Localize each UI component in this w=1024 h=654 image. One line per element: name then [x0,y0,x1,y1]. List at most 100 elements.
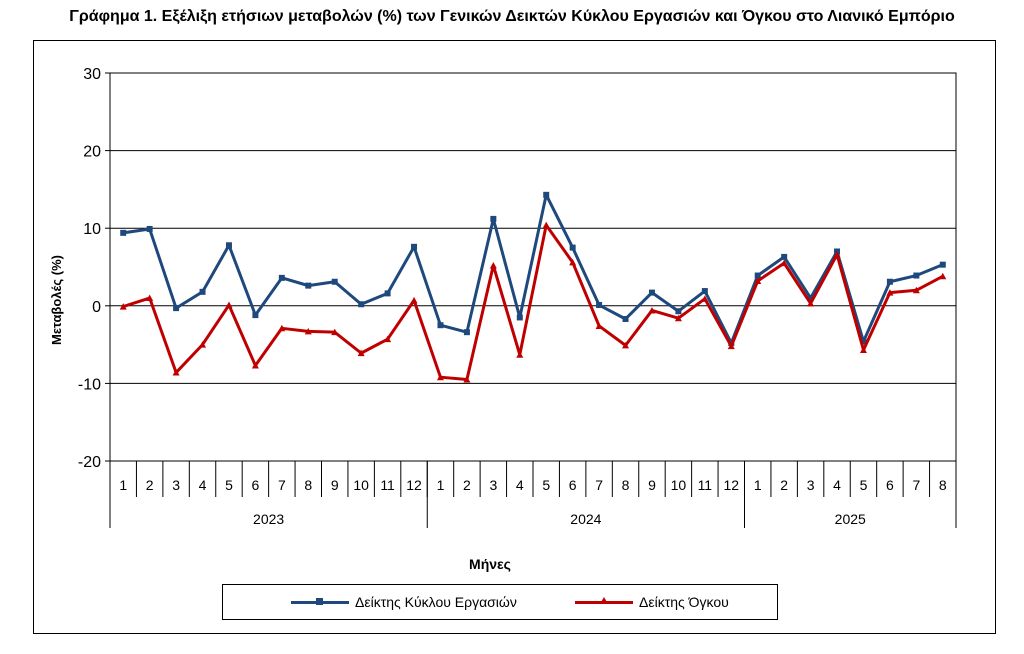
data-point-turnover [331,278,338,285]
data-point-volume [780,259,788,267]
data-point-turnover [807,295,814,302]
data-point-turnover [543,191,550,198]
data-point-volume [939,272,947,280]
data-point-volume [569,258,577,266]
year-label: 2025 [835,511,866,527]
data-point-volume [225,301,233,309]
x-tick-label: 12 [406,477,422,493]
chart-frame [33,40,996,634]
x-tick-label: 1 [754,477,762,493]
x-tick-label: 4 [516,477,524,493]
x-tick-label: 3 [172,477,180,493]
data-point-turnover [754,272,761,279]
data-point-volume [886,289,894,296]
data-point-turnover [146,225,153,232]
series-line-turnover [123,193,944,345]
x-tick-label: 6 [569,477,577,493]
data-point-turnover [358,301,365,308]
x-tick-label: 5 [860,477,868,493]
x-tick-label: 3 [807,477,815,493]
data-point-turnover [516,314,523,321]
data-point-volume [199,341,207,348]
x-tick-label: 8 [622,477,630,493]
data-point-volume [436,373,444,381]
x-tick-label: 2 [146,477,154,493]
x-tick-label: 8 [939,477,947,493]
x-tick-label: 12 [723,477,739,493]
year-label: 2024 [570,511,601,527]
data-point-turnover [860,338,867,345]
x-tick-label: 8 [304,477,312,493]
data-point-turnover [305,282,312,289]
legend-line-volume [575,596,633,604]
data-point-turnover [886,278,893,285]
data-point-turnover [569,244,576,251]
data-point-volume [859,346,867,354]
x-tick-label: 3 [489,477,497,493]
x-tick-label: 1 [437,477,445,493]
data-point-volume [119,303,127,310]
data-point-volume [595,322,603,329]
y-tick-label: 10 [83,221,101,238]
x-tick-label: 6 [886,477,894,493]
x-tick-label: 11 [698,477,713,493]
chart-title: Γράφημα 1. Εξέλιξη ετήσιων μεταβολών (%)… [69,8,955,25]
y-tick-label: -10 [78,376,101,393]
y-tick-label: -20 [78,454,101,471]
legend-item-turnover: Δείκτης Κύκλου Εργασιών [291,594,517,610]
data-point-volume [357,349,365,357]
data-point-turnover [701,288,708,295]
x-tick-label: 9 [331,477,339,493]
data-point-turnover [199,288,206,295]
legend-label-volume: Δείκτης Όγκου [639,594,729,610]
legend-marker-triangle-icon [600,596,608,604]
data-point-volume [463,376,471,383]
data-point-volume [489,261,497,269]
data-point-turnover [120,229,127,236]
x-tick-label: 11 [380,477,395,493]
data-point-volume [384,335,392,343]
data-point-volume [516,351,524,358]
y-tick-label: 0 [92,299,101,316]
data-point-volume [304,327,312,335]
data-point-turnover [173,305,180,312]
data-point-turnover [437,322,444,329]
data-point-turnover [939,261,946,268]
x-tick-label: 9 [648,477,656,493]
data-point-volume [542,221,550,229]
legend: Δείκτης Κύκλου Εργασιών Δείκτης Όγκου [222,584,778,620]
data-point-turnover [913,272,920,279]
data-point-volume [833,251,841,258]
x-tick-label: 5 [225,477,233,493]
data-point-volume [674,314,682,322]
data-point-turnover [781,253,788,260]
data-point-volume [410,296,418,304]
data-point-volume [912,286,920,294]
y-tick-label: 20 [83,144,101,161]
legend-item-volume: Δείκτης Όγκου [575,594,729,610]
legend-line-turnover [291,597,349,605]
data-point-turnover [252,312,259,319]
data-point-turnover [675,308,682,315]
data-point-volume [754,277,762,284]
series-line-volume [122,223,944,382]
data-point-turnover [225,242,232,249]
data-point-turnover [384,290,391,297]
data-point-volume [172,369,180,376]
data-point-volume [807,299,815,307]
year-label: 2023 [253,511,284,527]
data-point-turnover [463,329,470,336]
data-point-turnover [596,302,603,309]
data-point-volume [331,328,339,336]
x-tick-label: 7 [912,477,920,493]
x-tick-label: 1 [119,477,127,493]
y-tick-label: 30 [83,66,101,83]
x-tick-label: 4 [833,477,841,493]
data-point-volume [727,342,735,350]
data-point-volume [278,324,286,332]
legend-label-turnover: Δείκτης Κύκλου Εργασιών [355,594,517,610]
data-point-turnover [622,315,629,322]
x-tick-label: 7 [278,477,286,493]
data-point-volume [146,294,154,302]
